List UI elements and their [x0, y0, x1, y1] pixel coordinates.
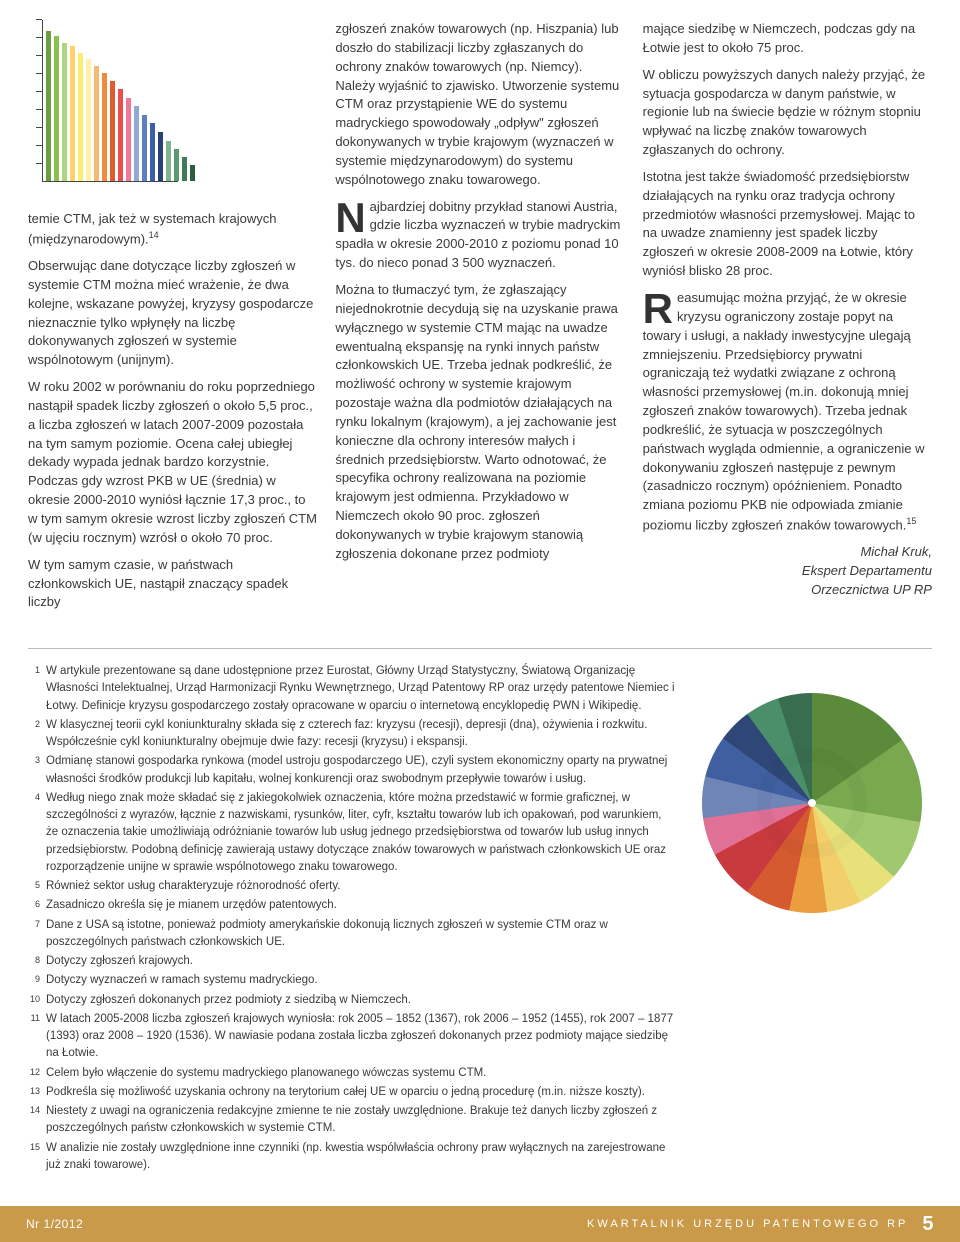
col3-p3: Istotna jest także świadomość przedsiębi… [643, 168, 932, 281]
footnote: 12 Celem było włączenie do systemu madryc… [28, 1065, 676, 1082]
footnote-number: 7 [28, 917, 40, 952]
bar [126, 98, 131, 181]
dropcap-n: N [335, 200, 365, 236]
bar [102, 73, 107, 181]
footnote: 11W latach 2005-2008 liczba zgłoszeń kra… [28, 1011, 676, 1063]
footnote-number: 15 [28, 1140, 40, 1175]
footnote-text: Podkreśla się możliwość uzyskania ochron… [46, 1084, 645, 1101]
main-columns: temie CTM, jak też w systemach krajowych… [28, 20, 932, 620]
bar [70, 46, 75, 181]
footnote-number: 8 [28, 953, 40, 970]
bar [190, 165, 195, 181]
footnote: 2W klasycznej teorii cykl koniunkturalny… [28, 717, 676, 752]
footnote-number: 12 [28, 1065, 40, 1082]
footnote-text: Dotyczy wyznaczeń w ramach systemu madry… [46, 972, 318, 989]
col3-p4: Reasumując można przyjąć, że w okresie k… [643, 289, 932, 535]
footnote-number: 5 [28, 878, 40, 895]
bar [174, 149, 179, 181]
column-middle: zgłoszeń znaków towarowych (np. Hiszpani… [335, 20, 624, 620]
footnote-text: Dotyczy zgłoszeń krajowych. [46, 953, 193, 970]
footnote-number: 9 [28, 972, 40, 989]
bar [142, 115, 147, 181]
footnote: 10 Dotyczy zgłoszeń dokonanych przez podm… [28, 992, 676, 1009]
footnote-text: Dane z USA są istotne, ponieważ podmioty… [46, 917, 676, 952]
footnote-number: 3 [28, 753, 40, 788]
bar [150, 123, 155, 181]
footnote-number: 2 [28, 717, 40, 752]
footnote-number: 11 [28, 1011, 40, 1063]
footnote-text: W latach 2005-2008 liczba zgłoszeń krajo… [46, 1011, 676, 1063]
divider [28, 648, 932, 649]
bar [94, 66, 99, 181]
footnote-text: W artykule prezentowane są dane udostępn… [46, 663, 676, 715]
footnote-text: Odmianę stanowi gospodarka rynkowa (mode… [46, 753, 676, 788]
footnote-number: 10 [28, 992, 40, 1009]
bar [158, 132, 163, 181]
footnote-text: W analizie nie zostały uwzględnione inne… [46, 1140, 676, 1175]
footnote: 13 Podkreśla się możliwość uzyskania ochr… [28, 1084, 676, 1101]
footnote: 5 Również sektor usług charakteryzuje róż… [28, 878, 676, 895]
footnote-number: 1 [28, 663, 40, 715]
bar [54, 36, 59, 181]
footnote: 3Odmianę stanowi gospodarka rynkowa (mod… [28, 753, 676, 788]
bar [118, 89, 123, 181]
footer-page: 5 [922, 1213, 934, 1236]
col2-p1: zgłoszeń znaków towarowych (np. Hiszpani… [335, 20, 624, 190]
col2-p2: Najbardziej dobitny przykład stanowi Aus… [335, 198, 624, 273]
bar [110, 81, 115, 181]
col1-p2: Obserwując dane dotyczące liczby zgłosze… [28, 257, 317, 370]
pie-chart-holder [692, 663, 932, 913]
footnote-text: W klasycznej teorii cykl koniunkturalny … [46, 717, 676, 752]
footnote-text: Celem było włączenie do systemu madrycki… [46, 1065, 486, 1082]
col3-p2: W obliczu powyższych danych należy przyj… [643, 66, 932, 160]
footnote: 1W artykule prezentowane są dane udostęp… [28, 663, 676, 715]
footnote-number: 4 [28, 790, 40, 876]
footnote-number: 13 [28, 1084, 40, 1101]
bar [86, 59, 91, 181]
page-footer: Nr 1/2012 KWARTALNIK URZĘDU PATENTOWEGO … [0, 1206, 960, 1242]
col3-p1: mające siedzibę w Niemczech, podczas gdy… [643, 20, 932, 58]
footer-issue: Nr 1/2012 [26, 1217, 83, 1231]
footnote-text: Zasadniczo określa się je mianem urzędów… [46, 897, 337, 914]
bar [134, 106, 139, 181]
author-name: Michał Kruk, [643, 543, 932, 562]
bar [182, 157, 187, 181]
column-right: mające siedzibę w Niemczech, podczas gdy… [643, 20, 932, 620]
footnote: 9 Dotyczy wyznaczeń w ramach systemu madr… [28, 972, 676, 989]
footnote-text: Również sektor usług charakteryzuje różn… [46, 878, 340, 895]
col1-p4: W tym samym czasie, w państwach członkow… [28, 556, 317, 613]
footnote: 4Według niego znak może składać się z ja… [28, 790, 676, 876]
footnote: 8 Dotyczy zgłoszeń krajowych. [28, 953, 676, 970]
footnotes-section: 1W artykule prezentowane są dane udostęp… [28, 663, 932, 1176]
footnote-text: Niestety z uwagi na ograniczenia redakcy… [46, 1103, 676, 1138]
bar-chart [28, 20, 178, 200]
author-line2: Ekspert Departamentu [643, 562, 932, 581]
footer-title: KWARTALNIK URZĘDU PATENTOWEGO RP [587, 1218, 908, 1230]
footnote: 15W analizie nie zostały uwzględnione in… [28, 1140, 676, 1175]
col2-p3: Można to tłumaczyć tym, że zgłaszający n… [335, 281, 624, 564]
col1-p3: W roku 2002 w porównaniu do roku poprzed… [28, 378, 317, 548]
bar [62, 43, 67, 181]
pie-chart [702, 693, 922, 913]
dropcap-r: R [643, 291, 673, 327]
footnote-text: Dotyczy zgłoszeń dokonanych przez podmio… [46, 992, 411, 1009]
bar [46, 31, 51, 181]
footnote-number: 14 [28, 1103, 40, 1138]
col1-p1: temie CTM, jak też w systemach krajowych… [28, 210, 317, 249]
bar [166, 141, 171, 181]
author-signature: Michał Kruk, Ekspert Departamentu Orzecz… [643, 543, 932, 600]
footnote-number: 6 [28, 897, 40, 914]
footnote: 6 Zasadniczo określa się je mianem urzędó… [28, 897, 676, 914]
footnote: 14Niestety z uwagi na ograniczenia redak… [28, 1103, 676, 1138]
author-line3: Orzecznictwa UP RP [643, 581, 932, 600]
footnote: 7Dane z USA są istotne, ponieważ podmiot… [28, 917, 676, 952]
bar [78, 53, 83, 181]
footnotes-list: 1W artykule prezentowane są dane udostęp… [28, 663, 676, 1176]
column-left: temie CTM, jak też w systemach krajowych… [28, 20, 317, 620]
footnote-text: Według niego znak może składać się z jak… [46, 790, 676, 876]
